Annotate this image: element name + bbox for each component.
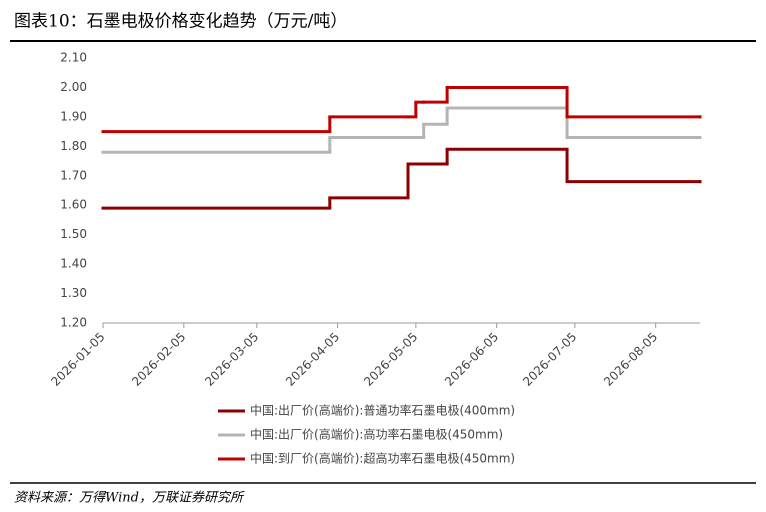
x-tick-label: 2026-01-05 <box>48 330 107 389</box>
legend-label: 中国:出厂价(高端价):高功率石墨电极(450mm) <box>250 427 503 442</box>
source: 资料来源：万得Wind，万联证券研究所 <box>14 490 245 506</box>
y-tick-label: 1.80 <box>60 139 87 153</box>
legend-label: 中国:出厂价(高端价):普通功率石墨电极(400mm) <box>250 403 515 418</box>
x-tick-label: 2026-04-05 <box>283 330 342 389</box>
x-tick-label: 2026-02-05 <box>129 330 188 389</box>
legend-label: 中国:到厂价(高端价):超高功率石墨电极(450mm) <box>250 451 515 466</box>
y-tick-label: 1.20 <box>60 316 87 330</box>
y-tick-label: 1.60 <box>60 198 87 212</box>
x-tick-label: 2026-07-05 <box>520 330 579 389</box>
y-tick-label: 1.90 <box>60 109 87 123</box>
y-tick-label: 1.50 <box>60 227 87 241</box>
x-tick-label: 2026-08-05 <box>601 330 660 389</box>
y-tick-label: 1.30 <box>60 286 87 300</box>
y-tick-label: 2.10 <box>60 51 87 65</box>
x-tick-label: 2026-05-05 <box>361 330 420 389</box>
x-tick-label: 2026-06-05 <box>442 330 501 389</box>
chart-title: 图表10：石墨电极价格变化趋势（万元/吨） <box>14 12 347 32</box>
x-tick-label: 2026-03-05 <box>202 330 261 389</box>
y-tick-label: 2.00 <box>60 80 87 94</box>
y-tick-label: 1.70 <box>60 168 87 182</box>
y-tick-label: 1.40 <box>60 257 87 271</box>
